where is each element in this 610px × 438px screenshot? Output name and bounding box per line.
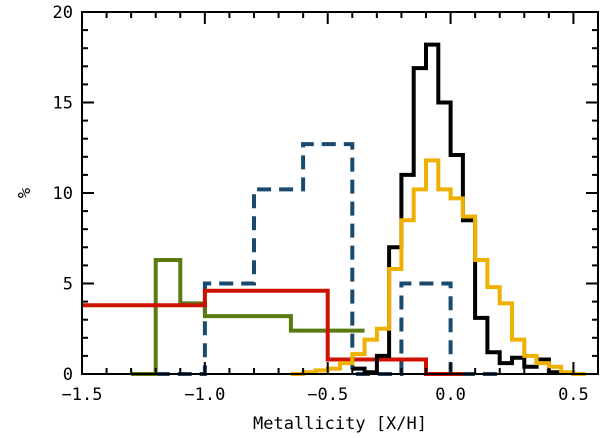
y-tick-label: 20 [53,3,73,23]
y-tick-label: 15 [53,94,73,114]
histogram-series-4 [352,42,562,375]
histogram-series-1 [155,142,500,376]
x-tick-label: 0.5 [558,385,589,405]
x-tick-label: −0.5 [307,385,348,405]
x-axis-title: Metallicity [X/H] [253,414,427,434]
y-tick-label: 0 [63,365,73,385]
histogram-series-3 [82,288,463,376]
y-tick-label: 5 [63,275,73,295]
y-axis-title: % [15,188,35,198]
x-tick-label: −1.0 [184,385,225,405]
histogram-series-5 [290,158,586,376]
y-tick-label: 10 [53,184,73,204]
x-tick-label: 0.0 [435,385,466,405]
series-layer [82,42,586,376]
plot-frame [81,11,599,375]
x-tick-label: −1.5 [62,385,103,405]
ticks-layer: −1.5 −1.0 −0.5 0.0 0.5 0 5 10 15 20 [53,3,599,405]
